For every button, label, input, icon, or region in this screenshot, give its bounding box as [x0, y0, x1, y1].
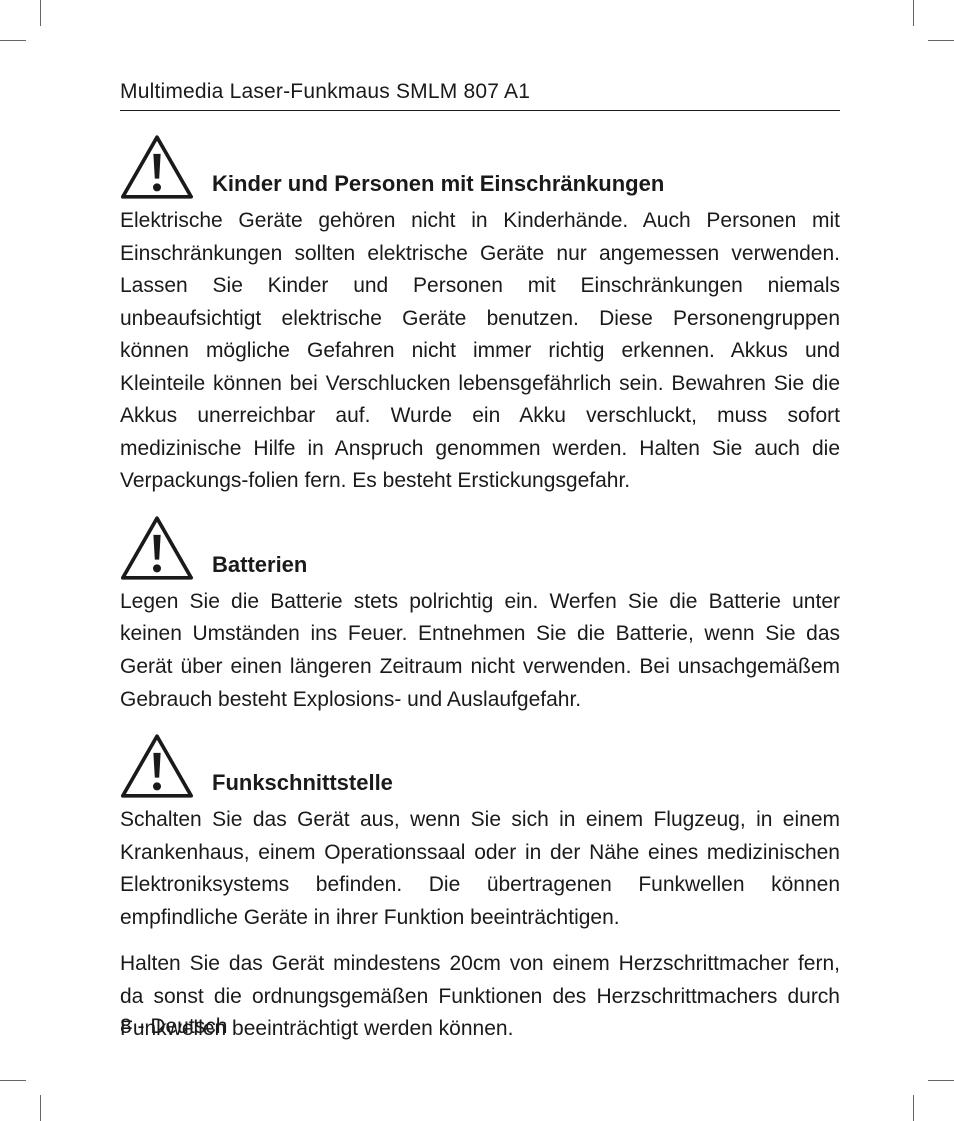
section-title: Funkschnittstelle: [212, 770, 393, 798]
section-title: Batterien: [212, 552, 307, 580]
warning-triangle-icon: [120, 734, 194, 798]
section-paragraph: Halten Sie das Gerät mindestens 20cm von…: [120, 948, 840, 1046]
running-head: Multimedia Laser-Funkmaus SMLM 807 A1: [120, 80, 840, 111]
warning-section: Kinder und Personen mit Einschränkungen E…: [120, 135, 840, 498]
crop-mark: [40, 0, 41, 26]
section-paragraph: Legen Sie die Batterie stets polrichtig …: [120, 586, 840, 716]
section-head: Kinder und Personen mit Einschränkungen: [120, 135, 840, 199]
warning-triangle-icon: [120, 516, 194, 580]
crop-mark: [913, 0, 914, 26]
page-content: Multimedia Laser-Funkmaus SMLM 807 A1 Ki…: [120, 80, 840, 1064]
crop-mark: [913, 1095, 914, 1121]
page-footer: 8 - Deutsch: [120, 1015, 227, 1039]
section-head: Batterien: [120, 516, 840, 580]
warning-section: Funkschnittstelle Schalten Sie das Gerät …: [120, 734, 840, 1046]
crop-mark: [0, 1080, 26, 1081]
section-paragraph: Elektrische Geräte gehören nicht in Kind…: [120, 205, 840, 498]
section-head: Funkschnittstelle: [120, 734, 840, 798]
section-title: Kinder und Personen mit Einschränkungen: [212, 171, 664, 199]
warning-triangle-icon: [120, 135, 194, 199]
warning-section: Batterien Legen Sie die Batterie stets po…: [120, 516, 840, 716]
crop-mark: [40, 1095, 41, 1121]
crop-mark: [0, 40, 26, 41]
crop-mark: [928, 40, 954, 41]
crop-mark: [928, 1080, 954, 1081]
section-paragraph: Schalten Sie das Gerät aus, wenn Sie sic…: [120, 804, 840, 934]
